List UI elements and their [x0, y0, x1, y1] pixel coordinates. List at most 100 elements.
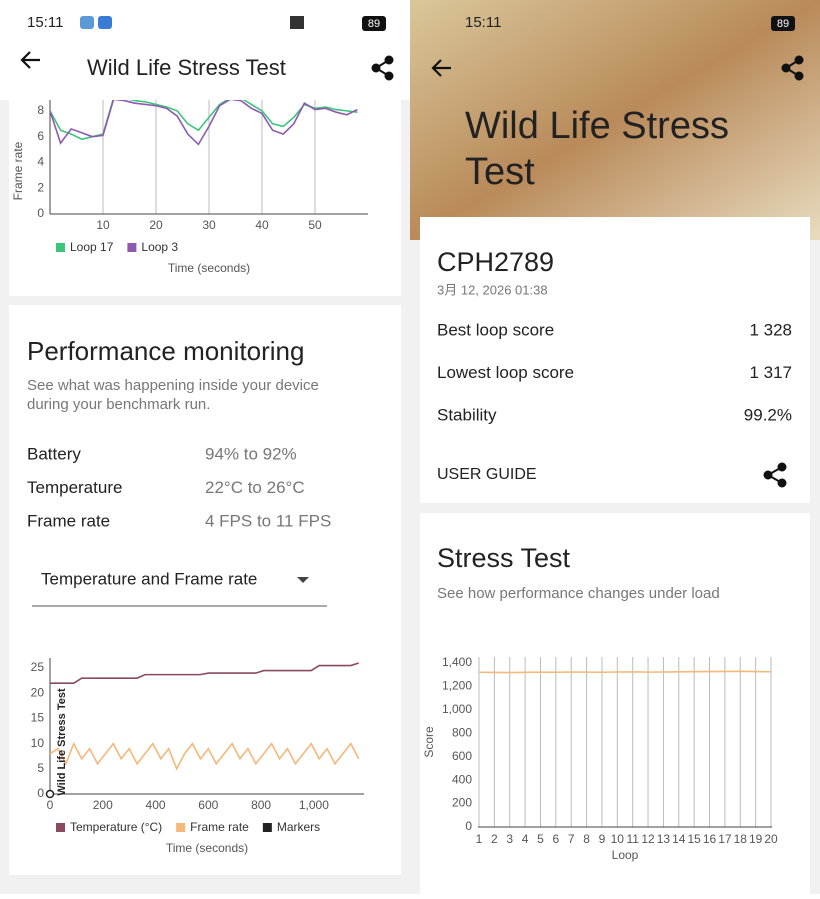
status-icon	[290, 16, 304, 29]
app-title: Wild Life Stress Test	[87, 55, 286, 80]
x-tick-label: 11	[626, 832, 639, 846]
x-tick-label: 400	[146, 798, 166, 812]
x-tick-label: 18	[734, 832, 748, 846]
y-axis-label: Frame rate	[11, 141, 25, 200]
date: 3月 12, 2026 01:38	[437, 282, 548, 297]
row-value: 99.2%	[744, 405, 792, 424]
battery-level: 89	[368, 18, 380, 30]
y-tick-label: 200	[452, 796, 472, 810]
row-label: Best loop score	[437, 320, 554, 339]
y-tick-label: 1,400	[442, 655, 472, 669]
hero-image	[410, 0, 820, 240]
y-tick-label: 2	[37, 180, 44, 194]
x-tick-label: 1	[476, 832, 483, 846]
row-label: Stability	[437, 405, 497, 424]
y-tick-label: 4	[37, 155, 44, 169]
x-tick-label: 40	[255, 218, 269, 232]
y-tick-label: 1,200	[442, 678, 472, 692]
section-title: Stress Test	[437, 543, 571, 573]
y-tick-label: 20	[31, 685, 45, 699]
row-value: 4 FPS to 11 FPS	[205, 511, 331, 530]
x-tick-label: 15	[687, 832, 701, 846]
marker-label: Wild Life Stress Test	[56, 688, 68, 796]
dropdown[interactable]: Temperature and Frame rate	[32, 569, 327, 607]
legend-swatch	[56, 243, 65, 252]
y-tick-label: 0	[37, 786, 44, 800]
y-tick-label: 0	[465, 819, 472, 833]
device-name: CPH2789	[437, 247, 554, 277]
row-label: Temperature	[27, 478, 122, 497]
x-axis-label: Time (seconds)	[168, 261, 250, 275]
y-tick-label: 0	[37, 206, 44, 220]
y-tick-label: 600	[452, 749, 472, 763]
app-bar	[0, 0, 410, 100]
section-title: Performance monitoring	[27, 336, 304, 366]
x-tick-label: 3	[506, 832, 513, 846]
section-description: during your benchmark run.	[27, 396, 210, 413]
y-tick-label: 400	[452, 772, 472, 786]
status-time: 15:11	[27, 14, 63, 31]
back-button[interactable]	[20, 51, 40, 69]
back-button[interactable]	[431, 59, 451, 77]
y-tick-label: 800	[452, 725, 472, 739]
x-axis-label: Loop	[612, 848, 639, 862]
legend-swatch	[262, 823, 272, 832]
y-tick-label: 10	[31, 736, 45, 750]
series-line	[49, 98, 358, 146]
x-tick-label: 200	[93, 798, 113, 812]
x-tick-label: 7	[568, 832, 575, 846]
series-line	[478, 670, 772, 674]
share-button[interactable]	[371, 55, 394, 81]
legend-label: Temperature (°C)	[70, 820, 162, 834]
x-tick-label: 20	[149, 218, 163, 232]
y-tick-label: 25	[31, 660, 45, 674]
dropdown-arrow[interactable]	[297, 577, 309, 583]
legend-swatch	[56, 823, 65, 832]
legend-label: Loop 17	[70, 240, 114, 254]
marker	[45, 789, 55, 799]
y-tick-label: 5	[37, 761, 44, 775]
legend-label: Markers	[277, 820, 320, 834]
x-tick-label: 12	[641, 832, 655, 846]
x-tick-label: 13	[657, 832, 671, 846]
share-button[interactable]	[763, 462, 787, 488]
y-tick-label: 15	[31, 711, 45, 725]
dropdown-value[interactable]: Temperature and Frame rate	[41, 569, 257, 588]
x-tick-label: 2	[491, 832, 498, 846]
card	[9, 305, 401, 875]
hero-title: Wild Life Stress	[465, 105, 729, 147]
battery-icon	[362, 16, 386, 31]
share-button[interactable]	[781, 55, 804, 81]
row-value: 94% to 92%	[205, 444, 297, 463]
row-value: 1 317	[749, 363, 792, 382]
x-tick-label: 8	[583, 832, 590, 846]
status-time: 15:11	[465, 14, 501, 31]
x-tick-label: 17	[718, 832, 732, 846]
x-tick-label: 30	[202, 218, 216, 232]
user-guide-link[interactable]: USER GUIDE	[437, 466, 537, 483]
x-tick-label: 10	[96, 218, 110, 232]
x-tick-label: 16	[703, 832, 717, 846]
x-tick-label: 19	[749, 832, 763, 846]
x-tick-label: 50	[308, 218, 322, 232]
x-tick-label: 20	[764, 832, 778, 846]
series-line	[50, 662, 359, 684]
y-tick-label: 8	[37, 103, 44, 117]
x-axis-label: Time (seconds)	[166, 841, 248, 855]
row-value: 22°C to 26°C	[205, 478, 305, 497]
x-tick-label: 1,000	[299, 798, 329, 812]
x-tick-label: 0	[47, 798, 54, 812]
x-tick-label: 5	[537, 832, 544, 846]
legend-swatch	[127, 243, 137, 252]
card	[420, 513, 810, 894]
legend-label: Frame rate	[190, 820, 249, 834]
row-label: Battery	[27, 444, 81, 463]
status-icon	[80, 16, 94, 29]
hero-title: Test	[465, 151, 535, 193]
x-tick-label: 9	[599, 832, 606, 846]
row-label: Lowest loop score	[437, 363, 574, 382]
battery-level: 89	[777, 18, 789, 30]
x-tick-label: 4	[522, 832, 529, 846]
x-tick-label: 14	[672, 832, 686, 846]
